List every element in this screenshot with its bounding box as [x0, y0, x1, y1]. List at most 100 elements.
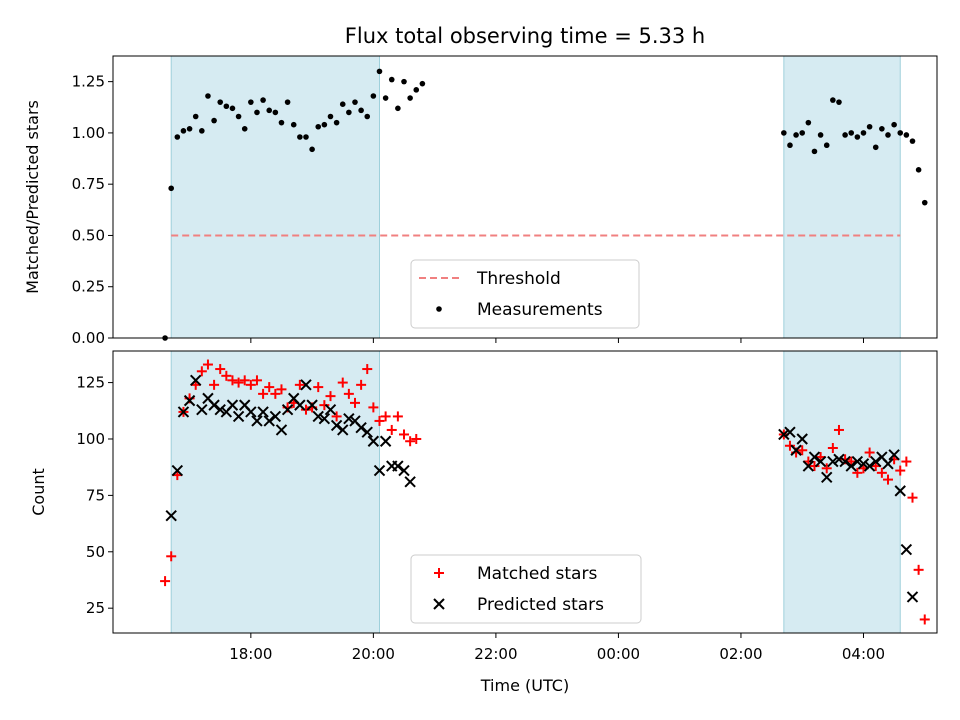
measurement-point: [290, 121, 297, 128]
measurement-point: [327, 113, 334, 120]
measurement-point: [186, 126, 193, 132]
predicted-stars-point: [177, 406, 190, 418]
measurement-point: [799, 130, 806, 136]
predicted-stars-point: [275, 424, 288, 436]
measurement-point: [382, 95, 389, 101]
measurement-point: [830, 97, 836, 103]
predicted-stars-point: [269, 410, 282, 423]
measurement-point: [915, 167, 922, 173]
matched-stars-point: [160, 576, 171, 587]
marker-stroke: [294, 399, 306, 411]
marker-stroke: [784, 426, 796, 438]
matched-stars-point: [895, 465, 906, 476]
predicted-stars-point: [214, 403, 226, 416]
measurement-point: [180, 128, 187, 134]
predicted-stars-point: [882, 458, 894, 470]
matched-stars-point: [833, 424, 844, 435]
predicted-stars-point: [324, 403, 337, 416]
marker-stroke: [300, 379, 312, 391]
marker-stroke: [778, 428, 790, 441]
measurement-point: [223, 103, 230, 110]
predicted-stars-point: [257, 406, 269, 418]
count-axes-frame: [112, 350, 938, 634]
predicted-stars-point: [863, 460, 876, 472]
measurement-point: [872, 144, 879, 151]
marker-stroke: [790, 444, 802, 456]
marker-stroke: [183, 394, 196, 407]
count-series-2: [165, 374, 919, 603]
marker-stroke: [318, 412, 331, 425]
legend-frame: [410, 259, 640, 329]
marker-stroke: [870, 455, 882, 468]
measurement-point: [254, 109, 260, 116]
count-panel: 25 50 75 100 125 18:00 20:00 22:00 00:00 02:00 04:…: [76, 350, 938, 663]
matched-stars-point: [362, 364, 373, 375]
predicted-stars-point: [845, 460, 857, 472]
measurement-point: [278, 119, 285, 126]
marker-stroke: [165, 509, 177, 522]
marker-stroke: [900, 543, 913, 556]
marker-stroke: [189, 374, 202, 387]
matched-stars-point: [325, 391, 336, 402]
ratio-observing-window-2: [783, 55, 901, 339]
predicted-stars-point: [796, 433, 808, 445]
measurement-point: [407, 95, 413, 101]
predicted-stars-point: [839, 455, 851, 468]
matched-stars-point: [202, 359, 213, 370]
marker-stroke: [857, 458, 870, 470]
predicted-stars-point: [821, 471, 833, 484]
matched-stars-point: [809, 461, 820, 472]
marker-stroke: [796, 433, 808, 445]
predicted-stars-point: [361, 426, 373, 438]
matched-stars-point: [294, 379, 305, 390]
marker-stroke: [349, 415, 361, 427]
marker-stroke: [845, 460, 857, 472]
marker-stroke: [324, 403, 337, 416]
predicted-stars-point: [906, 591, 919, 603]
marker-stroke: [330, 419, 343, 432]
marker-stroke: [379, 435, 392, 447]
measurement-point: [879, 126, 885, 132]
predicted-stars-point: [888, 449, 900, 461]
predicted-stars-point: [857, 458, 870, 470]
measurement-point: [413, 87, 420, 93]
x-axis-label: Time (UTC): [480, 676, 569, 695]
marker-stroke: [802, 460, 815, 472]
measurement-point: [339, 101, 346, 107]
measurement-point: [211, 117, 217, 124]
matched-stars-point: [864, 447, 875, 458]
predicted-stars-point: [196, 403, 208, 416]
predicted-stars-point: [343, 412, 355, 425]
measurement-point: [303, 134, 309, 140]
matched-stars-point: [245, 379, 256, 390]
matched-stars-point: [374, 415, 385, 426]
matched-stars-point: [270, 388, 281, 399]
matched-stars-point: [221, 370, 232, 381]
marker-stroke: [821, 471, 833, 484]
matched-stars-point: [411, 433, 422, 444]
predicted-stars-point: [355, 421, 367, 434]
predicted-stars-point: [870, 455, 882, 468]
marker-stroke: [894, 485, 906, 497]
count-y-axis-label: Count: [29, 468, 48, 516]
predicted-stars-point: [778, 428, 790, 441]
measurement-point: [921, 199, 928, 206]
legend-predicted-swatch: [433, 598, 445, 610]
matched-stars-point: [166, 551, 177, 562]
matched-stars-point: [239, 375, 250, 386]
marker-stroke: [239, 399, 251, 411]
measurement-point: [903, 132, 910, 138]
measurement-point: [241, 126, 248, 132]
measurement-point: [266, 107, 273, 114]
marker-stroke: [814, 455, 827, 468]
predicted-stars-point: [232, 410, 245, 423]
matched-stars-point: [919, 614, 930, 625]
count-observing-window-2: [783, 350, 901, 634]
marker-stroke: [257, 406, 269, 418]
marker-stroke: [263, 415, 275, 427]
measurement-point: [860, 130, 867, 136]
marker-stroke: [202, 392, 214, 405]
matched-stars-point: [907, 492, 918, 503]
count-y-tick-label: 75: [86, 486, 105, 504]
ratio-y-tick-label: 1.25: [72, 73, 105, 91]
